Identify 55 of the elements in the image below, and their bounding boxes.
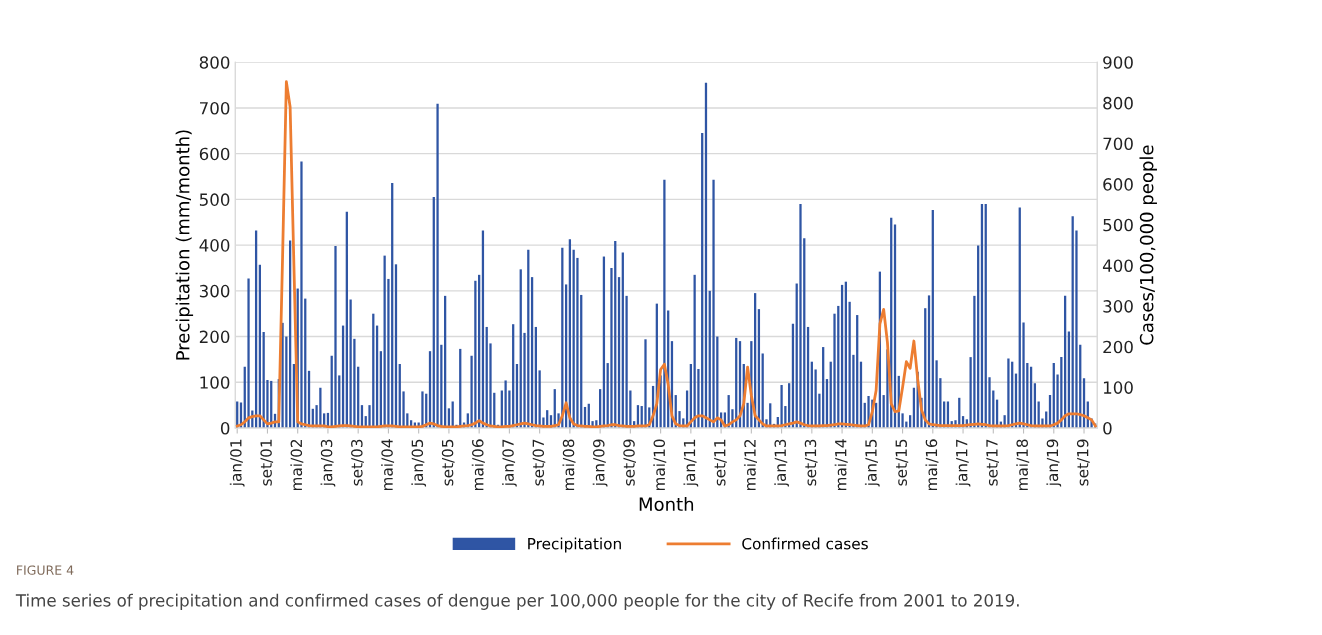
x-tick-label: set/07 xyxy=(532,439,546,486)
x-axis-title: Month xyxy=(639,497,694,512)
x-tick-label: mai/18 xyxy=(1016,439,1030,491)
x-tick-label: jan/17 xyxy=(955,439,971,487)
text: Time series of precipitation and confirmed cases of dengue per 100,000 people for the city of Recife from 2001 to 2019. xyxy=(15,593,1019,610)
y2-tick-label: 300 xyxy=(1103,300,1133,313)
x-tick-label: mai/08 xyxy=(562,439,576,491)
x-tick-label: set/19 xyxy=(1076,439,1090,486)
x-tick-label: set/11 xyxy=(714,439,727,486)
x-tick-label: mai/04 xyxy=(381,439,395,491)
y-tick-label: 300 xyxy=(199,284,230,298)
y-tick-label: 600 xyxy=(199,147,230,161)
x-tick-label: set/15 xyxy=(895,439,909,486)
y-axis-title: Precipitation (mm/month) xyxy=(175,130,194,360)
x-tick-label: mai/16 xyxy=(925,439,939,491)
x-tick-label: jan/15 xyxy=(864,439,880,487)
y-tick-label: 800 xyxy=(199,56,230,69)
y2-tick-label: 0 xyxy=(1103,421,1112,435)
y-tick-label: 0 xyxy=(220,421,230,435)
y2-tick-label: 700 xyxy=(1103,137,1133,151)
y-tick-label: 700 xyxy=(200,101,230,115)
x-tick-label: mai/02 xyxy=(290,439,304,491)
x-tick-label: jan/11 xyxy=(683,439,699,487)
x-tick-label: mai/12 xyxy=(743,439,757,491)
x-tick-label: jan/05 xyxy=(411,439,427,487)
y2-tick-label: 600 xyxy=(1103,178,1133,191)
y2-tick-label: 900 xyxy=(1103,56,1133,69)
x-tick-label: mai/06 xyxy=(471,439,485,491)
y2-axis-title: Cases/100,000 people xyxy=(1139,145,1157,345)
caption: FIGURE 4 xyxy=(17,565,74,575)
x-tick-label: set/01 xyxy=(260,439,274,486)
x-tick-label: mai/14 xyxy=(834,439,848,491)
y2-tick-label: 400 xyxy=(1102,259,1133,272)
legend-label: Confirmed cases xyxy=(742,537,868,550)
x-tick-label: mai/10 xyxy=(653,439,667,491)
x-tick-label: jan/13 xyxy=(774,439,789,487)
y2-tick-label: 800 xyxy=(1103,96,1133,110)
x-tick-label: jan/01 xyxy=(229,439,245,487)
x-tick-label: jan/19 xyxy=(1046,439,1062,487)
x-tick-label: set/09 xyxy=(623,439,637,486)
y2-tick-label: 100 xyxy=(1103,381,1133,394)
x-tick-label: jan/09 xyxy=(592,439,608,487)
legend-label: Precipitation xyxy=(528,537,621,553)
y-tick-label: 200 xyxy=(199,330,230,344)
y-tick-label: 500 xyxy=(199,193,230,206)
x-tick-label: jan/03 xyxy=(320,439,336,487)
x-tick-label: set/03 xyxy=(351,439,364,486)
y-tick-label: 100 xyxy=(200,376,230,389)
x-tick-label: set/05 xyxy=(441,439,455,486)
y2-tick-label: 500 xyxy=(1103,218,1133,232)
x-tick-label: set/17 xyxy=(986,439,999,486)
x-tick-label: jan/07 xyxy=(502,439,517,487)
x-tick-label: set/13 xyxy=(804,439,818,486)
y2-tick-label: 200 xyxy=(1103,340,1133,354)
y-tick-label: 400 xyxy=(199,239,230,252)
